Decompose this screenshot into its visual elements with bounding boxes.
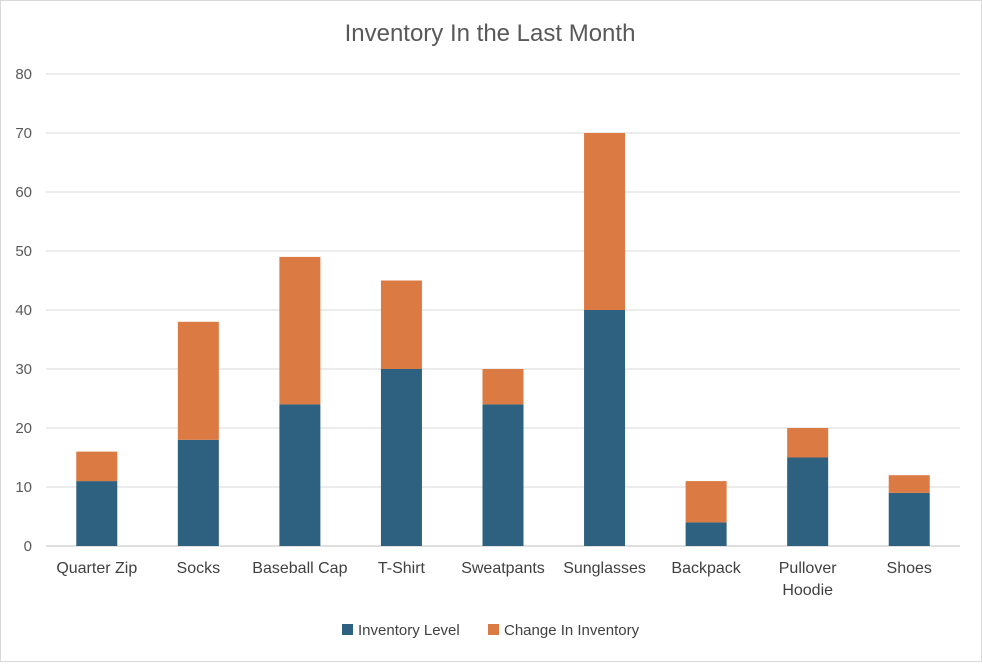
y-tick-label: 40 bbox=[15, 302, 32, 319]
bar-inventory-level bbox=[888, 492, 930, 546]
y-tick-label: 20 bbox=[15, 420, 32, 437]
y-tick-label: 80 bbox=[15, 66, 32, 83]
legend-swatch bbox=[488, 624, 499, 635]
x-tick-label: Quarter Zip bbox=[56, 560, 137, 577]
y-tick-label: 0 bbox=[24, 538, 32, 555]
bar-inventory-level bbox=[279, 404, 321, 546]
bar-change-in-inventory bbox=[584, 133, 626, 310]
bar-change-in-inventory bbox=[279, 256, 321, 405]
legend-swatch bbox=[342, 624, 353, 635]
x-tick-label: Sunglasses bbox=[563, 560, 646, 577]
x-tick-label: Socks bbox=[177, 560, 221, 577]
x-tick-label: Backpack bbox=[671, 560, 741, 577]
bar-inventory-level bbox=[380, 369, 422, 546]
bar-change-in-inventory bbox=[888, 475, 930, 493]
bar-inventory-level bbox=[482, 404, 524, 546]
bar-change-in-inventory bbox=[177, 321, 219, 440]
bar-change-in-inventory bbox=[482, 369, 524, 405]
bar-change-in-inventory bbox=[76, 451, 118, 482]
x-axis-ticks: Quarter Zip Socks Baseball Cap T-Shirt Sweat… bbox=[56, 560, 932, 599]
x-tick-label: Sweatpants bbox=[461, 560, 545, 577]
x-tick-label: Pullover bbox=[779, 560, 837, 577]
y-axis-ticks: 0 10 20 30 40 50 60 70 80 bbox=[15, 66, 32, 555]
chart-title: Inventory In the Last Month bbox=[345, 20, 636, 47]
x-tick-label: Shoes bbox=[887, 560, 932, 577]
bar-inventory-level bbox=[584, 310, 626, 546]
bars bbox=[76, 133, 930, 546]
legend-label: Inventory Level bbox=[358, 622, 460, 639]
bar-change-in-inventory bbox=[685, 481, 727, 523]
x-tick-label: T-Shirt bbox=[378, 560, 426, 577]
legend-label: Change In Inventory bbox=[504, 622, 640, 639]
y-tick-label: 60 bbox=[15, 184, 32, 201]
bar-inventory-level bbox=[685, 522, 727, 546]
x-tick-label: Baseball Cap bbox=[252, 560, 347, 577]
bar-change-in-inventory bbox=[787, 428, 829, 458]
x-tick-label: Hoodie bbox=[782, 582, 833, 599]
y-tick-label: 30 bbox=[15, 361, 32, 378]
bar-change-in-inventory bbox=[380, 280, 422, 369]
y-tick-label: 10 bbox=[15, 479, 32, 496]
bar-inventory-level bbox=[787, 457, 829, 546]
bar-inventory-level bbox=[177, 439, 219, 546]
y-tick-label: 50 bbox=[15, 243, 32, 260]
y-tick-label: 70 bbox=[15, 125, 32, 142]
bar-inventory-level bbox=[76, 481, 118, 546]
legend: Inventory Level Change In Inventory bbox=[342, 622, 640, 639]
